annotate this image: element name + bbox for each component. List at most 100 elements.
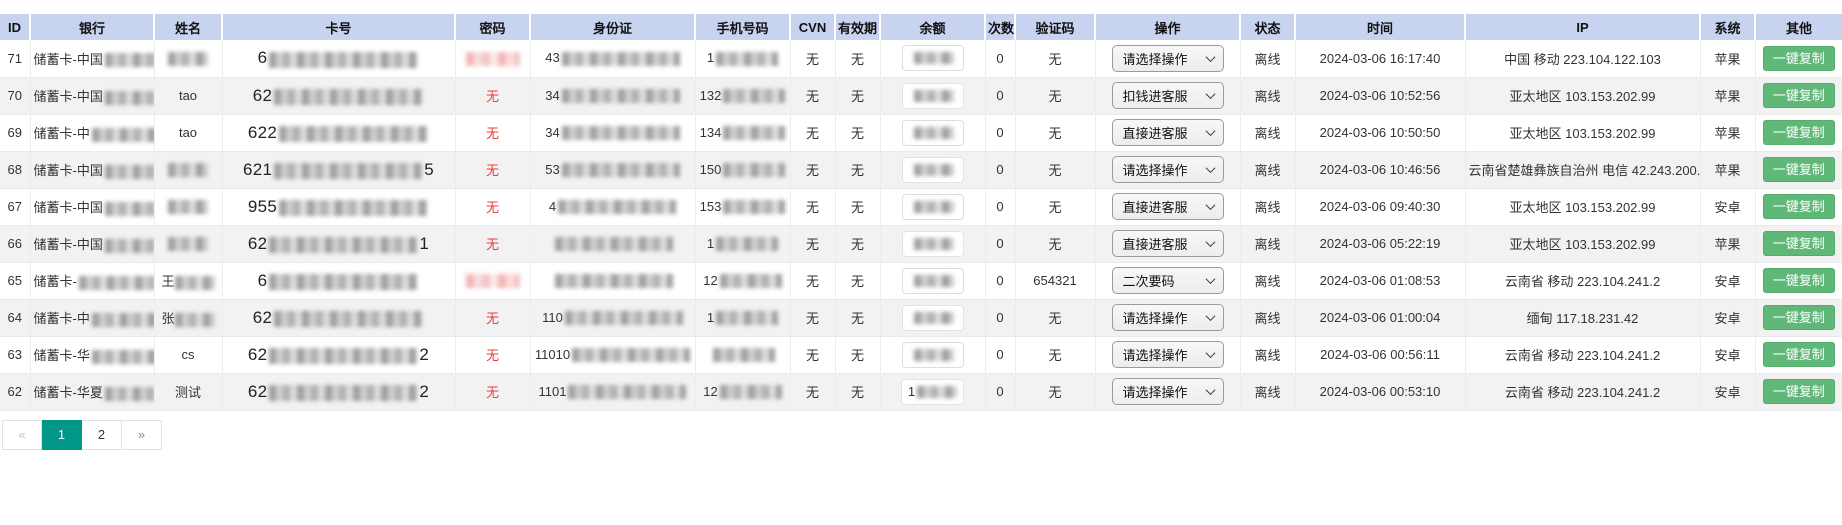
- balance-input[interactable]: [901, 119, 964, 146]
- cell-ip: 缅甸 117.18.231.42: [1465, 299, 1701, 337]
- cell-idcard: 53: [530, 151, 696, 189]
- cell-card: 62: [222, 299, 456, 337]
- operation-selected-label: 直接进客服: [1122, 200, 1188, 215]
- row-id: 67: [7, 199, 22, 214]
- bank-redacted-blur: [104, 53, 153, 68]
- pagination-item[interactable]: 2: [82, 419, 122, 450]
- pagination-item[interactable]: »: [122, 419, 162, 450]
- copy-button[interactable]: 一键复制: [1762, 305, 1835, 330]
- copy-button[interactable]: 一键复制: [1762, 120, 1835, 145]
- row-id: 66: [7, 236, 22, 251]
- copy-button[interactable]: 一键复制: [1762, 194, 1835, 219]
- bank-redacted-blur: [104, 201, 153, 216]
- balance-input[interactable]: [901, 193, 964, 220]
- operation-select[interactable]: 请选择操作: [1111, 378, 1224, 405]
- bank-label: 储蓄卡-: [33, 274, 77, 289]
- card-prefix: 622: [247, 122, 278, 142]
- phone-redacted-blur: [716, 311, 779, 326]
- cell-balance: [880, 114, 986, 152]
- time-value: 2024-03-06 01:00:04: [1319, 310, 1441, 325]
- column-header: 手机号码: [695, 14, 791, 40]
- ip-value: 亚太地区 103.153.202.99: [1509, 237, 1656, 252]
- balance-input[interactable]: [901, 82, 964, 109]
- cell-times: 0: [985, 262, 1016, 300]
- balance-input[interactable]: [901, 267, 964, 294]
- operation-select[interactable]: 请选择操作: [1111, 341, 1224, 368]
- pagination-item[interactable]: 1: [42, 419, 82, 450]
- operation-select[interactable]: 直接进客服: [1111, 193, 1224, 220]
- cell-times: 0: [985, 77, 1016, 115]
- cell-system: 安卓: [1700, 262, 1756, 300]
- column-header: 时间: [1295, 14, 1466, 40]
- copy-button[interactable]: 一键复制: [1762, 157, 1835, 182]
- idcard-redacted-blur: [554, 237, 673, 252]
- copy-button[interactable]: 一键复制: [1762, 231, 1835, 256]
- status-value: 离线: [1254, 311, 1281, 326]
- name-label: cs: [181, 347, 195, 362]
- ip-value: 云南省 移动 223.104.241.2: [1504, 274, 1661, 289]
- balance-prefix: 1: [907, 384, 916, 399]
- copy-button[interactable]: 一键复制: [1762, 45, 1835, 71]
- row-id: 68: [7, 162, 22, 177]
- bank-label: 储蓄卡-中国: [33, 200, 103, 215]
- system-value: 苹果: [1714, 89, 1741, 104]
- idcard-redacted-blur: [558, 200, 677, 215]
- cell-ip: 云南省 移动 223.104.241.2: [1465, 373, 1701, 411]
- cell-other: 一键复制: [1755, 40, 1842, 78]
- operation-selected-label: 请选择操作: [1122, 311, 1188, 326]
- copy-button[interactable]: 一键复制: [1762, 83, 1835, 108]
- balance-input[interactable]: [901, 304, 964, 331]
- records-table: ID 银行 姓名 卡号 密码 身份证 手机号码 CVN 有效期 余额 次数 验证码 操作 状态 时间 IP 系统…: [0, 14, 1842, 411]
- card-prefix: 62: [247, 233, 268, 253]
- cell-system: 苹果: [1700, 151, 1756, 189]
- copy-button[interactable]: 一键复制: [1762, 379, 1835, 404]
- column-header: 验证码: [1015, 14, 1096, 40]
- operation-select[interactable]: 二次要码: [1111, 267, 1224, 294]
- cell-operation: 请选择操作: [1095, 336, 1241, 374]
- cell-idcard: 110: [530, 299, 696, 337]
- column-header: 次数: [985, 14, 1016, 40]
- operation-select[interactable]: 直接进客服: [1111, 119, 1224, 146]
- cell-system: 苹果: [1700, 40, 1756, 78]
- status-value: 离线: [1254, 126, 1281, 141]
- column-header: CVN: [790, 14, 836, 40]
- cell-card: 62 1: [222, 225, 456, 263]
- table-row: 64 储蓄卡-中 张 62 无 110 1 无 无 0 无 请选择操作 离线 2…: [0, 299, 1842, 337]
- validity-value: 无: [850, 237, 864, 252]
- cell-id: 65: [0, 262, 31, 300]
- cell-code: 654321: [1015, 262, 1096, 300]
- balance-input[interactable]: 1: [900, 378, 965, 405]
- status-value: 离线: [1254, 385, 1281, 400]
- time-value: 2024-03-06 01:08:53: [1319, 273, 1441, 288]
- operation-select[interactable]: 扣钱进客服: [1111, 82, 1224, 109]
- ip-value: 亚太地区 103.153.202.99: [1509, 126, 1656, 141]
- time-value: 2024-03-06 10:46:56: [1319, 162, 1441, 177]
- copy-button[interactable]: 一键复制: [1762, 342, 1835, 367]
- operation-select[interactable]: 请选择操作: [1111, 156, 1224, 183]
- cell-phone: 1: [695, 225, 791, 263]
- validity-value: 无: [850, 311, 864, 326]
- copy-button[interactable]: 一键复制: [1762, 268, 1835, 293]
- card-redacted-blur: [279, 126, 428, 143]
- operation-select[interactable]: 请选择操作: [1111, 304, 1224, 331]
- pagination-item[interactable]: «: [2, 419, 42, 450]
- column-header: 状态: [1240, 14, 1296, 40]
- cell-times: 0: [985, 373, 1016, 411]
- cell-operation: 请选择操作: [1095, 40, 1241, 78]
- balance-input[interactable]: [901, 156, 964, 183]
- idcard-redacted-blur: [564, 311, 683, 326]
- cell-operation: 二次要码: [1095, 262, 1241, 300]
- cvn-value: 无: [805, 237, 819, 252]
- operation-select[interactable]: 请选择操作: [1111, 44, 1224, 72]
- operation-select[interactable]: 直接进客服: [1111, 230, 1224, 257]
- time-value: 2024-03-06 00:56:11: [1320, 347, 1440, 362]
- phone-prefix: 1: [706, 309, 715, 325]
- name-label: 张: [161, 311, 175, 326]
- balance-input[interactable]: [901, 45, 964, 72]
- balance-redacted-blur: [917, 385, 958, 398]
- chevron-down-icon: [1205, 200, 1215, 211]
- balance-input[interactable]: [901, 341, 964, 368]
- password-none: 无: [485, 163, 499, 178]
- balance-input[interactable]: [901, 230, 964, 257]
- row-id: 69: [7, 125, 22, 140]
